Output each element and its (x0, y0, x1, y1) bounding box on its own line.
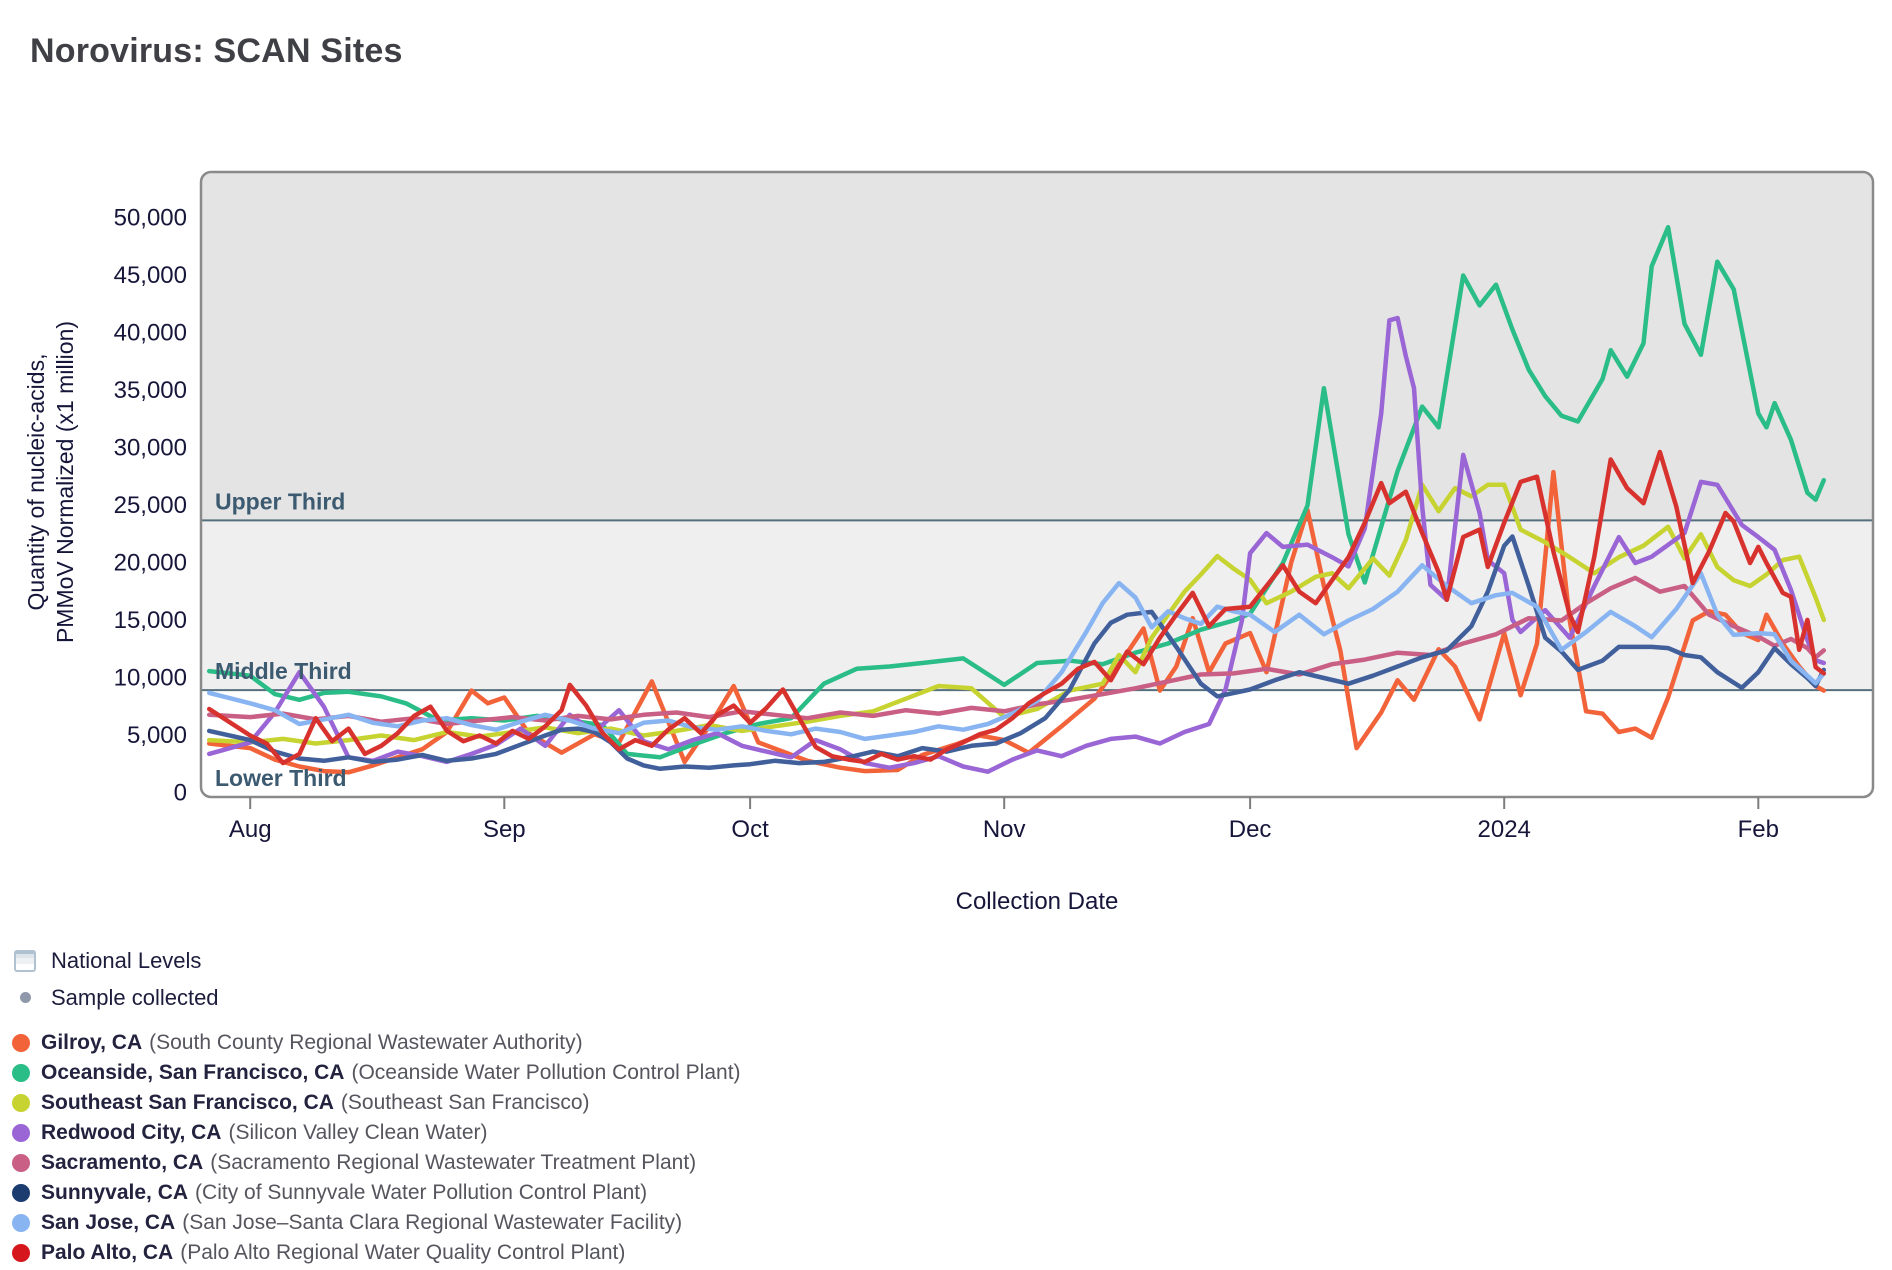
legend-item-redwood-city-ca[interactable]: Redwood City, CA (Silicon Valley Clean Wa… (12, 1118, 741, 1148)
y-tick-label: 45,000 (114, 262, 187, 289)
legend-plant-name: (Sacramento Regional Wastewater Treatmen… (210, 1151, 697, 1174)
legend-item-gilroy-ca[interactable]: Gilroy, CA (South County Regional Wastewa… (12, 1028, 741, 1058)
y-tick-label: 35,000 (114, 377, 187, 404)
series-line-palo-alto-ca[interactable] (206, 449, 1827, 766)
legend-item-southeast-san-francisco-ca[interactable]: Southeast San Francisco, CA (Southeast Sa… (12, 1088, 741, 1118)
legend-item-oceanside-san-francisco-ca[interactable]: Oceanside, San Francisco, CA (Oceanside W… (12, 1058, 741, 1088)
legend-item-san-jose-ca[interactable]: San Jose, CA (San Jose–Santa Clara Region… (12, 1208, 741, 1238)
legend-color-dot (12, 1214, 30, 1232)
legend-site-name: Gilroy, CA (41, 1031, 143, 1054)
legend-plant-name: (San Jose–Santa Clara Regional Wastewate… (182, 1211, 683, 1234)
legend-item-palo-alto-ca[interactable]: Palo Alto, CA (Palo Alto Regional Water Q… (12, 1238, 741, 1268)
series-line-redwood-city-ca[interactable] (206, 315, 1827, 774)
legend-site-name: Sacramento, CA (41, 1151, 204, 1174)
legend-color-dot (12, 1124, 30, 1142)
band-upper-third (201, 172, 1873, 521)
band-label-lower-third: Lower Third (215, 765, 347, 791)
y-tick-label: 40,000 (114, 320, 187, 347)
y-tick-label: 15,000 (114, 607, 187, 634)
legend-site-name: Palo Alto, CA (41, 1241, 174, 1264)
page-title: Norovirus: SCAN Sites (30, 32, 403, 70)
sample-collected-icon (12, 992, 38, 1003)
legend-site-name: Sunnyvale, CA (41, 1181, 189, 1204)
legend-site-name: Redwood City, CA (41, 1121, 222, 1144)
legend-plant-name: (City of Sunnyvale Water Pollution Contr… (195, 1181, 648, 1204)
legend-plant-name: (Palo Alto Regional Water Quality Contro… (180, 1241, 626, 1264)
x-tick-label: Feb (1738, 816, 1779, 843)
legend-color-dot (12, 1244, 30, 1262)
x-tick-label: Aug (229, 816, 272, 843)
legend-site-name: San Jose, CA (41, 1211, 176, 1234)
legend-item-sunnyvale-ca[interactable]: Sunnyvale, CA (City of Sunnyvale Water Po… (12, 1178, 741, 1208)
legend-item-national-levels[interactable]: National Levels (12, 942, 741, 979)
legend-plant-name: (Oceanside Water Pollution Control Plant… (351, 1061, 741, 1084)
legend-item-sacramento-ca[interactable]: Sacramento, CA (Sacramento Regional Waste… (12, 1148, 741, 1178)
y-tick-label: 10,000 (114, 665, 187, 692)
legend-color-dot (12, 1184, 30, 1202)
band-label-middle-third: Middle Third (215, 658, 352, 684)
legend: National Levels Sample collected Gilroy,… (12, 942, 741, 1268)
series-line-sunnyvale-ca[interactable] (206, 534, 1827, 772)
legend-plant-name: (South County Regional Wastewater Author… (149, 1031, 583, 1054)
band-label-upper-third: Upper Third (215, 488, 345, 514)
x-tick-label: Dec (1229, 816, 1272, 843)
y-tick-label: 30,000 (114, 435, 187, 462)
site-legend: Gilroy, CA (South County Regional Wastewa… (12, 1028, 741, 1268)
legend-color-dot (12, 1064, 30, 1082)
legend-item-sample-collected[interactable]: Sample collected (12, 979, 741, 1016)
series-line-san-jose-ca[interactable] (206, 563, 1827, 742)
national-levels-label: National Levels (51, 947, 202, 973)
y-tick-label: 25,000 (114, 492, 187, 519)
sample-collected-label: Sample collected (51, 984, 219, 1010)
x-tick-label: Sep (483, 816, 526, 843)
legend-color-dot (12, 1094, 30, 1112)
x-axis-title: Collection Date (955, 888, 1119, 915)
plot-border (199, 170, 1875, 799)
y-tick-label: 50,000 (114, 205, 187, 232)
legend-color-dot (12, 1034, 30, 1052)
y-tick-label: 20,000 (114, 550, 187, 577)
legend-plant-name: (Southeast San Francisco) (340, 1091, 590, 1114)
legend-plant-name: (Silicon Valley Clean Water) (228, 1121, 488, 1144)
series-line-southeast-san-francisco-ca[interactable] (206, 482, 1827, 746)
legend-site-name: Southeast San Francisco, CA (41, 1091, 334, 1114)
x-tick-label: 2024 (1478, 816, 1531, 843)
y-tick-label: 5,000 (127, 722, 187, 749)
series-line-sacramento-ca[interactable] (206, 575, 1827, 727)
y-tick-label: 0 (174, 780, 187, 807)
y-axis-title: Quantity of nucleic-acids, PMMoV Normali… (23, 320, 78, 644)
x-tick-label: Oct (731, 816, 769, 843)
x-tick-label: Nov (983, 816, 1026, 843)
legend-color-dot (12, 1154, 30, 1172)
national-levels-icon (12, 949, 38, 972)
legend-site-name: Oceanside, San Francisco, CA (41, 1061, 345, 1084)
